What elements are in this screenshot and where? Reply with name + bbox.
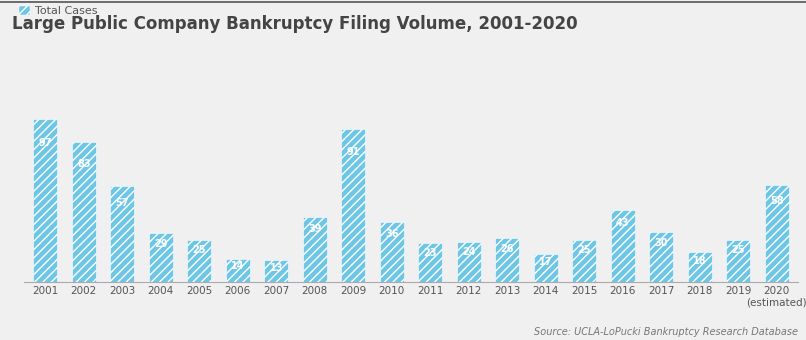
Text: 30: 30 (654, 238, 668, 248)
Text: Source: UCLA-LoPucki Bankruptcy Research Database: Source: UCLA-LoPucki Bankruptcy Research… (534, 327, 798, 337)
Text: 13: 13 (269, 263, 283, 273)
Bar (226, 259, 250, 282)
Text: 25: 25 (193, 245, 206, 255)
Bar (380, 222, 404, 282)
Text: 43: 43 (616, 219, 629, 228)
Text: 39: 39 (308, 224, 322, 234)
Text: 58: 58 (770, 196, 783, 206)
Bar (149, 233, 172, 282)
Text: 14: 14 (231, 261, 244, 271)
Text: 24: 24 (462, 246, 476, 257)
Bar (457, 242, 480, 282)
Text: 25: 25 (732, 245, 745, 255)
Text: 29: 29 (154, 239, 168, 249)
Text: Large Public Company Bankruptcy Filing Volume, 2001-2020: Large Public Company Bankruptcy Filing V… (12, 15, 578, 33)
Bar (534, 254, 558, 282)
Bar (688, 252, 712, 282)
Bar (342, 129, 365, 282)
Text: 57: 57 (115, 198, 129, 208)
Text: 36: 36 (385, 229, 398, 239)
Bar (650, 232, 673, 282)
Text: 23: 23 (424, 248, 437, 258)
Bar (72, 142, 96, 282)
Bar (303, 217, 326, 282)
Bar (264, 260, 289, 282)
Bar (188, 240, 211, 282)
Bar (110, 186, 135, 282)
Text: 97: 97 (39, 138, 52, 149)
Text: 17: 17 (539, 257, 553, 267)
Bar (726, 240, 750, 282)
Bar (765, 185, 789, 282)
Text: 26: 26 (501, 244, 514, 254)
Bar (496, 238, 519, 282)
Legend: Total Cases: Total Cases (15, 1, 102, 20)
Text: 83: 83 (77, 159, 90, 169)
Text: 25: 25 (578, 245, 591, 255)
Bar (611, 210, 634, 282)
Text: 91: 91 (347, 147, 360, 157)
Bar (572, 240, 596, 282)
Bar (418, 243, 442, 282)
Bar (33, 119, 57, 282)
Text: 18: 18 (693, 256, 707, 266)
